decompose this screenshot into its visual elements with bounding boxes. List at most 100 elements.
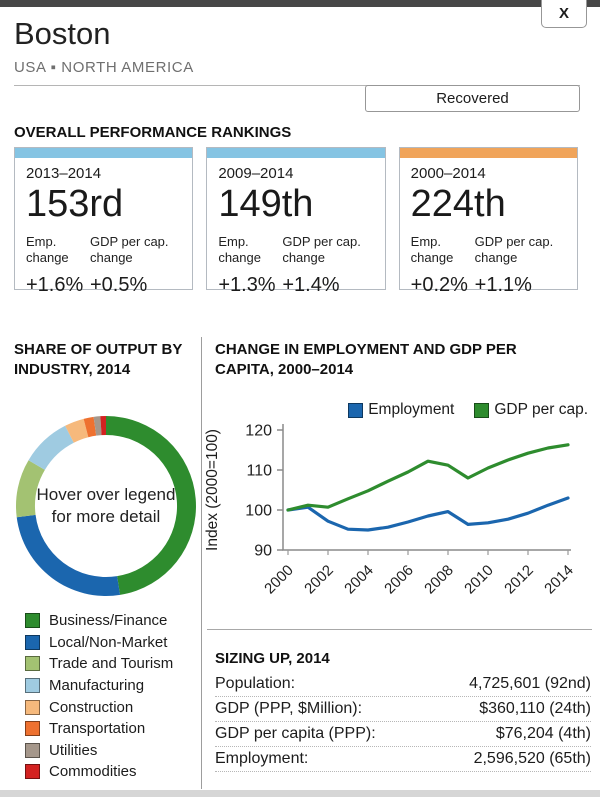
y-axis-title: Index (2000=100) xyxy=(205,429,221,551)
x-tick-label: 2012 xyxy=(501,562,537,598)
legend-label: Business/Finance xyxy=(49,612,168,630)
donut-slice-utilities[interactable] xyxy=(93,416,102,436)
legend-item-manufacturing[interactable]: Manufacturing xyxy=(25,675,173,697)
chart-legend-label: Employment xyxy=(368,401,455,418)
row-label: GDP (PPP, $Million): xyxy=(215,700,363,717)
ranking-value: 224th xyxy=(410,183,506,225)
table-row: Employment: 2,596,520 (65th) xyxy=(215,747,591,772)
card-accent-bar xyxy=(15,148,193,158)
x-tick-label: 2010 xyxy=(461,562,497,598)
donut-slice-construction[interactable] xyxy=(65,418,89,443)
card-accent-bar xyxy=(207,148,385,158)
legend-label: Trade and Tourism xyxy=(49,655,174,673)
legend-item-transportation[interactable]: Transportation xyxy=(25,718,173,740)
chart-legend-swatch-icon xyxy=(474,402,490,418)
legend-label: Construction xyxy=(49,698,134,716)
card-body: 2000–2014 224th Emp. change GDP per cap. ch… xyxy=(400,158,577,297)
series-line-employment xyxy=(286,496,570,532)
row-label: Population: xyxy=(215,675,296,692)
row-label: Employment: xyxy=(215,750,309,767)
table-row: GDP (PPP, $Million): $360,110 (24th) xyxy=(215,697,591,722)
ranking-card: 2013–2014 153rd Emp. change GDP per cap. ch… xyxy=(14,147,194,296)
card-metric-labels: Emp. change GDP per cap. change xyxy=(218,234,373,268)
ranking-card: 2000–2014 224th Emp. change GDP per cap. ch… xyxy=(398,147,578,296)
donut-slice-local-non-market[interactable] xyxy=(16,514,121,596)
row-value: 4,725,601 (92nd) xyxy=(469,675,591,692)
line-chart-legend: Employment GDP per cap. xyxy=(215,401,588,419)
ranking-value: 153rd xyxy=(26,183,124,225)
ranking-period: 2000–2014 xyxy=(410,165,486,182)
x-tick-label: 2006 xyxy=(381,562,417,598)
gdp-change-value: +0.5% xyxy=(90,274,148,297)
legend-item-commodities[interactable]: Commodities xyxy=(25,761,173,783)
x-tick-label: 2004 xyxy=(341,562,377,598)
legend-item-construction[interactable]: Construction xyxy=(25,696,173,718)
chart-axes xyxy=(282,424,571,551)
legend-label: Commodities xyxy=(49,763,137,781)
x-tick-label: 2008 xyxy=(421,562,457,598)
rankings-cards: 2013–2014 153rd Emp. change GDP per cap. ch… xyxy=(14,147,578,296)
gdp-change-value: +1.1% xyxy=(474,274,532,297)
chart-legend-item-employment[interactable]: Employment xyxy=(348,401,454,419)
legend-label: Local/Non-Market xyxy=(49,633,168,651)
x-tick-label: 2014 xyxy=(541,562,577,598)
legend-label: Transportation xyxy=(49,720,146,738)
donut-slice-commodities[interactable] xyxy=(100,416,106,436)
close-icon: X xyxy=(558,5,569,22)
table-row: Population: 4,725,601 (92nd) xyxy=(215,672,591,697)
emp-change-label: Emp. change xyxy=(26,233,69,266)
chart-legend-item-gdp-per-cap-[interactable]: GDP per cap. xyxy=(474,401,588,419)
column-divider xyxy=(201,337,202,789)
ranking-period: 2009–2014 xyxy=(218,165,294,182)
ranking-value: 149th xyxy=(218,183,314,225)
donut-slice-business-finance[interactable] xyxy=(106,416,196,595)
header-divider xyxy=(14,85,580,86)
window-top-edge xyxy=(0,0,600,7)
y-tick-label: 90 xyxy=(254,543,272,560)
industry-donut-chart: Hover over legend for more detail xyxy=(11,411,201,601)
donut-slice-transportation[interactable] xyxy=(83,416,97,438)
donut-slice-trade-and-tourism[interactable] xyxy=(16,460,45,518)
x-tick-label: 2000 xyxy=(261,562,297,598)
row-value: $76,204 (4th) xyxy=(495,725,591,742)
emp-change-label: Emp. change xyxy=(410,233,454,266)
row-value: $360,110 (24th) xyxy=(479,700,591,717)
window-bottom-edge xyxy=(0,790,600,797)
legend-item-utilities[interactable]: Utilities xyxy=(25,740,173,762)
card-metric-values: +1.6% +0.5% xyxy=(26,274,181,297)
sizing-table: Population: 4,725,601 (92nd) GDP (PPP, $Mi… xyxy=(215,672,591,772)
gdp-change-label: GDP per cap. change xyxy=(282,233,361,266)
employment-gdp-line-chart: 90 100 110 120 2000 2002 2004 2006 2008 2010 2012 2… xyxy=(205,423,577,598)
page-subtitle: USA ▪ NORTH AMERICA xyxy=(14,59,194,76)
emp-change-label: Emp. change xyxy=(218,233,261,266)
legend-item-business-finance[interactable]: Business/Finance xyxy=(25,610,173,632)
donut-slice-manufacturing[interactable] xyxy=(28,425,74,470)
industry-legend: Business/Finance Local/Non-Market Trade an… xyxy=(25,610,173,783)
legend-swatch-icon xyxy=(25,721,40,737)
ranking-card: 2009–2014 149th Emp. change GDP per cap. ch… xyxy=(206,147,386,296)
legend-item-local-non-market[interactable]: Local/Non-Market xyxy=(25,632,173,654)
close-button[interactable]: X xyxy=(541,0,587,28)
status-badge: Recovered xyxy=(436,90,509,107)
card-metric-labels: Emp. change GDP per cap. change xyxy=(411,234,566,268)
card-accent-bar xyxy=(399,148,577,158)
table-row: GDP per capita (PPP): $76,204 (4th) xyxy=(215,722,591,747)
x-tick-label: 2002 xyxy=(301,562,337,598)
legend-swatch-icon xyxy=(25,699,40,715)
card-metric-values: +0.2% +1.1% xyxy=(411,274,566,297)
donut-svg xyxy=(16,416,196,596)
emp-change-value: +1.3% xyxy=(218,274,276,297)
employment-chart-title: CHANGE IN EMPLOYMENT AND GDP PER CAPITA,… xyxy=(215,341,517,379)
sizing-divider xyxy=(207,629,592,630)
y-tick-label: 100 xyxy=(245,503,272,520)
legend-label: Utilities xyxy=(49,741,98,759)
legend-swatch-icon xyxy=(25,613,40,629)
card-body: 2009–2014 149th Emp. change GDP per cap. ch… xyxy=(207,158,384,297)
rankings-section-title: OVERALL PERFORMANCE RANKINGS xyxy=(14,124,292,141)
legend-item-trade-and-tourism[interactable]: Trade and Tourism xyxy=(25,653,173,675)
gdp-change-label: GDP per cap. change xyxy=(90,233,169,266)
legend-swatch-icon xyxy=(25,656,40,672)
emp-change-value: +0.2% xyxy=(410,274,468,297)
recovery-status-button[interactable]: Recovered xyxy=(365,85,580,112)
emp-change-value: +1.6% xyxy=(26,274,84,297)
